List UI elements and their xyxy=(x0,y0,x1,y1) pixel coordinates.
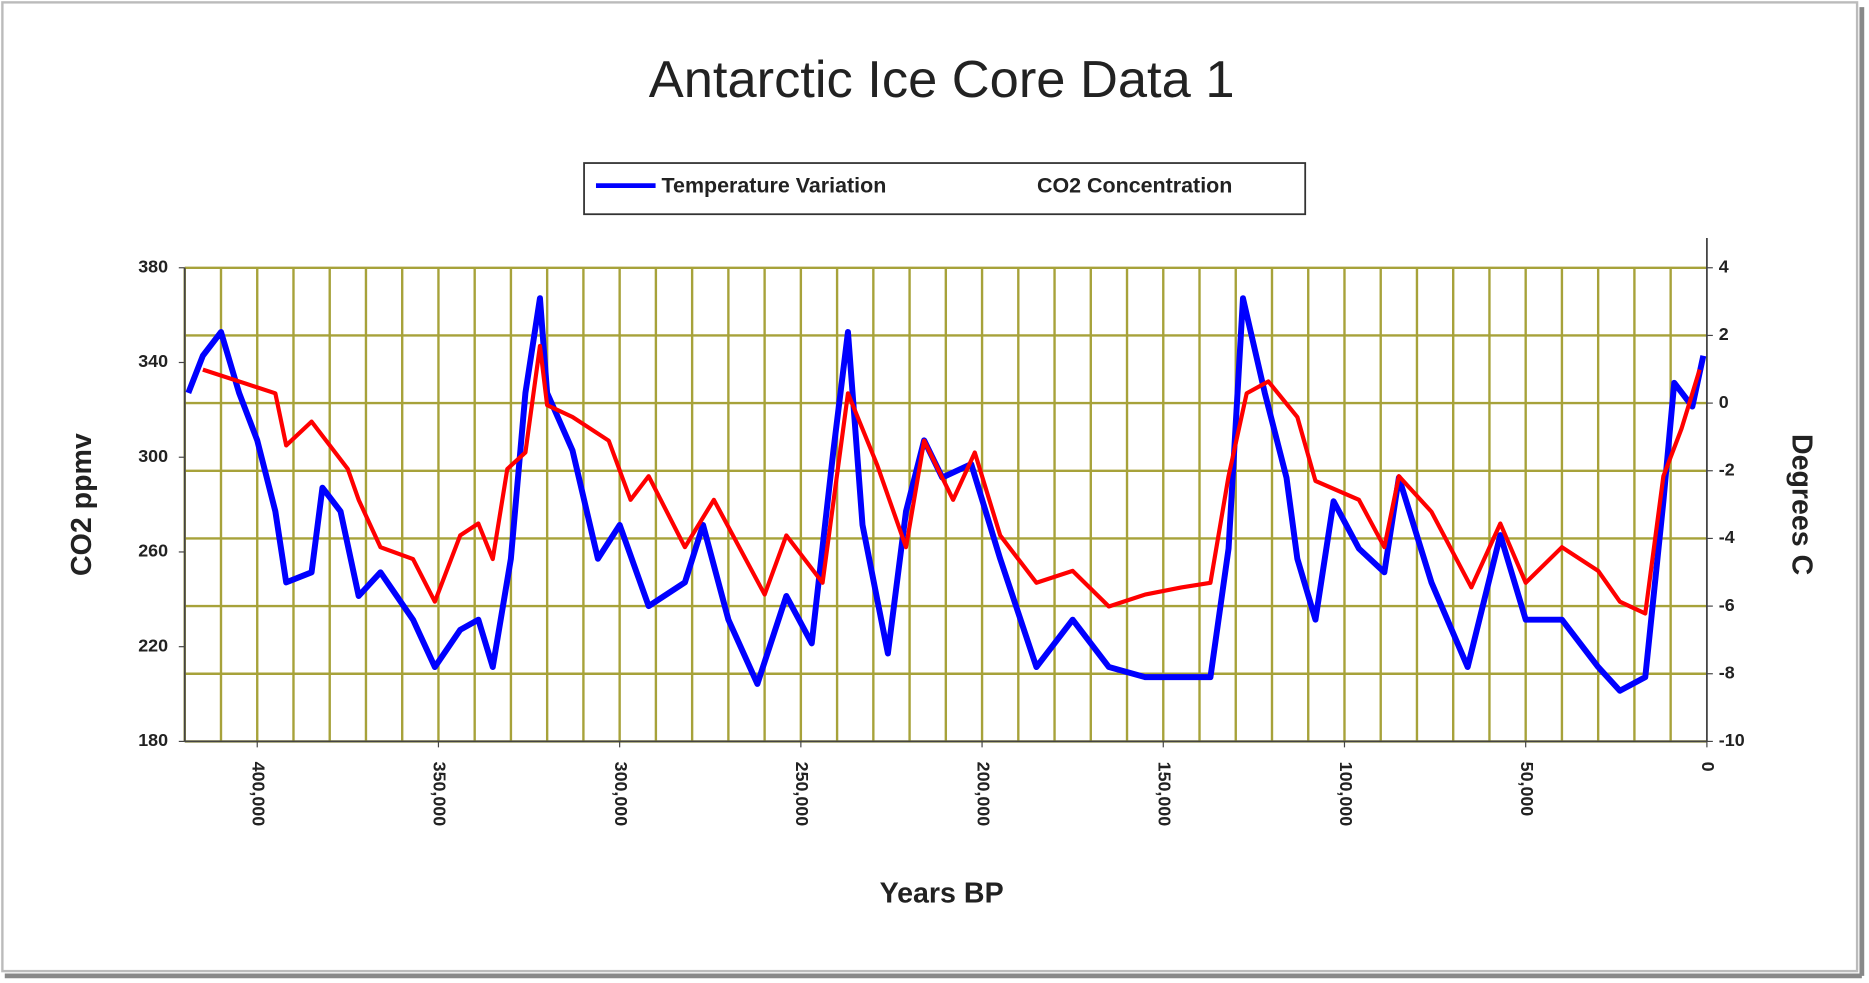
x-tick-label: 400,000 xyxy=(249,762,269,827)
x-axis-title: Years BP xyxy=(880,877,1004,909)
y2-tick-label: 4 xyxy=(1719,256,1729,276)
y-tick-label: 260 xyxy=(138,541,168,561)
x-tick-label: 50,000 xyxy=(1517,762,1537,817)
x-tick-label: 100,000 xyxy=(1336,762,1356,827)
x-tick-label: 250,000 xyxy=(792,762,812,827)
x-tick-label: 0 xyxy=(1698,762,1718,772)
legend-box xyxy=(583,162,1307,216)
y-tick-label: 220 xyxy=(138,635,168,655)
chart-title: Antarctic Ice Core Data 1 xyxy=(649,51,1235,109)
y2-tick-label: 2 xyxy=(1719,324,1729,344)
legend-label: CO2 Concentration xyxy=(1037,174,1232,198)
y2-tick-label: -8 xyxy=(1719,662,1735,682)
y2-tick-label: -2 xyxy=(1719,459,1735,479)
y2-tick-label: 0 xyxy=(1719,392,1729,412)
y2-tick-label: -10 xyxy=(1719,730,1745,750)
x-tick-label: 150,000 xyxy=(1155,762,1175,827)
y2-tick-label: -6 xyxy=(1719,595,1735,615)
y-tick-label: 380 xyxy=(138,256,168,276)
legend-label: Temperature Variation xyxy=(662,174,887,198)
y-tick-label: 340 xyxy=(138,351,168,371)
series-line xyxy=(185,295,1707,694)
x-tick-label: 200,000 xyxy=(973,762,993,827)
y-tick-label: 300 xyxy=(138,446,168,466)
x-tick-label: 350,000 xyxy=(430,762,450,827)
y-tick-label: 180 xyxy=(138,730,168,750)
y-axis-title: CO2 ppmv xyxy=(66,433,98,576)
x-tick-label: 300,000 xyxy=(611,762,631,827)
y2-axis-title: Degrees C xyxy=(1785,434,1817,575)
y2-tick-label: -4 xyxy=(1719,527,1735,547)
series-line xyxy=(202,343,1702,616)
